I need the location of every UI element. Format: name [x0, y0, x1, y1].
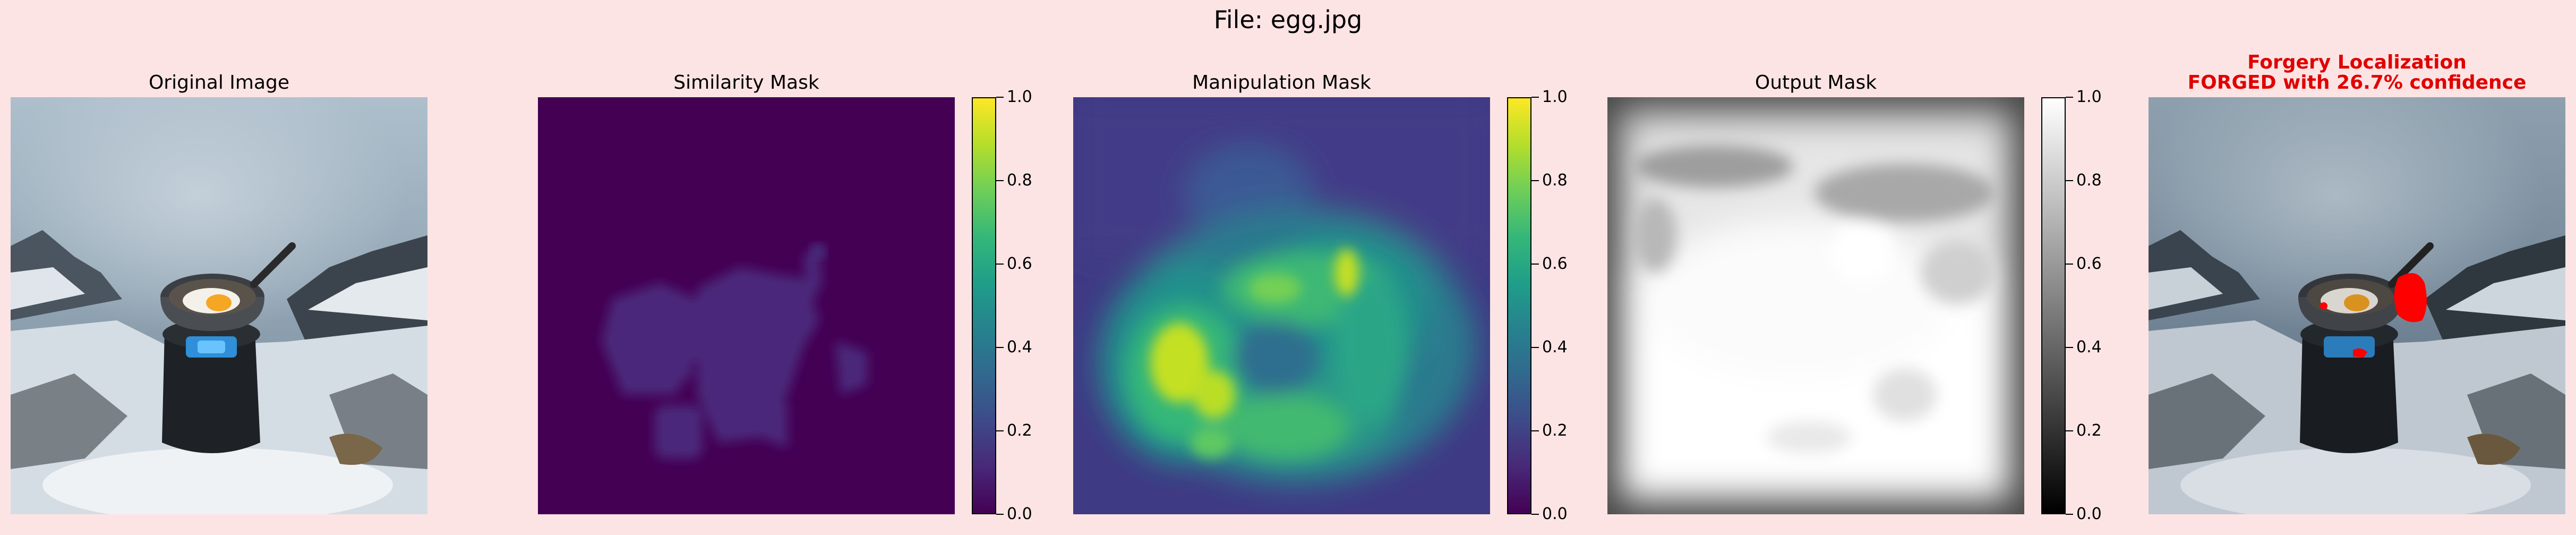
similarity-colorbar-tick: [996, 97, 1004, 98]
manipulation-colorbar-tick: [1531, 430, 1539, 431]
output-colorbar-tick: [2066, 97, 2073, 98]
figure-title: File: egg.jpg: [1213, 5, 1363, 34]
output-colorbar-tick: [2066, 264, 2073, 265]
output-colorbar-tick: [2066, 180, 2073, 181]
manipulation-colorbar-tick-label: 0.4: [1542, 338, 1568, 356]
manipulation-colorbar-tick-label: 0.8: [1542, 171, 1568, 190]
output-mask-title: Output Mask: [1755, 72, 1877, 94]
similarity-colorbar-tick: [996, 430, 1004, 431]
output-colorbar: [2041, 97, 2066, 514]
manipulation-colorbar-tick-label: 0.2: [1542, 421, 1568, 440]
similarity-colorbar-tick-label: 0.2: [1007, 421, 1032, 440]
similarity-mask-title: Similarity Mask: [673, 72, 819, 94]
manipulation-colorbar-tick: [1531, 264, 1539, 265]
forgery-localization-title: Forgery Localization: [2247, 52, 2467, 73]
similarity-mask: [538, 97, 955, 514]
forgery-localization-image: [2149, 97, 2565, 514]
manipulation-colorbar: [1507, 97, 1531, 514]
manipulation-colorbar-tick: [1531, 514, 1539, 515]
similarity-colorbar-tick: [996, 514, 1004, 515]
output-colorbar-tick-label: 0.0: [2076, 505, 2102, 523]
similarity-colorbar-tick-label: 0.4: [1007, 338, 1032, 356]
output-colorbar-tick-label: 1.0: [2076, 88, 2102, 106]
output-colorbar-tick-label: 0.4: [2076, 338, 2102, 356]
similarity-colorbar-tick-label: 1.0: [1007, 88, 1032, 106]
manipulation-colorbar-tick-label: 0.0: [1542, 505, 1568, 523]
output-colorbar-tick: [2066, 430, 2073, 431]
similarity-colorbar-tick: [996, 264, 1004, 265]
similarity-colorbar-tick: [996, 347, 1004, 348]
similarity-colorbar-tick: [996, 180, 1004, 181]
output-colorbar-tick-label: 0.8: [2076, 171, 2102, 190]
manipulation-colorbar-tick-label: 0.6: [1542, 254, 1568, 273]
similarity-colorbar-tick-label: 0.0: [1007, 505, 1032, 523]
manipulation-mask: [1073, 97, 1490, 514]
similarity-colorbar-tick-label: 0.8: [1007, 171, 1032, 190]
original-image-title: Original Image: [148, 72, 290, 94]
manipulation-mask-title: Manipulation Mask: [1192, 72, 1371, 94]
output-colorbar-tick: [2066, 347, 2073, 348]
manipulation-colorbar-tick-label: 1.0: [1542, 88, 1568, 106]
output-colorbar-tick-label: 0.2: [2076, 421, 2102, 440]
original-image: [11, 97, 427, 514]
manipulation-colorbar-tick: [1531, 347, 1539, 348]
manipulation-colorbar-tick: [1531, 97, 1539, 98]
forgery-region-overlay: [2320, 273, 2427, 358]
output-mask: [1607, 97, 2024, 514]
forgery-verdict-label: FORGED with 26.7% confidence: [2187, 72, 2527, 94]
similarity-colorbar: [972, 97, 996, 514]
output-colorbar-tick: [2066, 514, 2073, 515]
output-colorbar-tick-label: 0.6: [2076, 254, 2102, 273]
manipulation-colorbar-tick: [1531, 180, 1539, 181]
similarity-colorbar-tick-label: 0.6: [1007, 254, 1032, 273]
